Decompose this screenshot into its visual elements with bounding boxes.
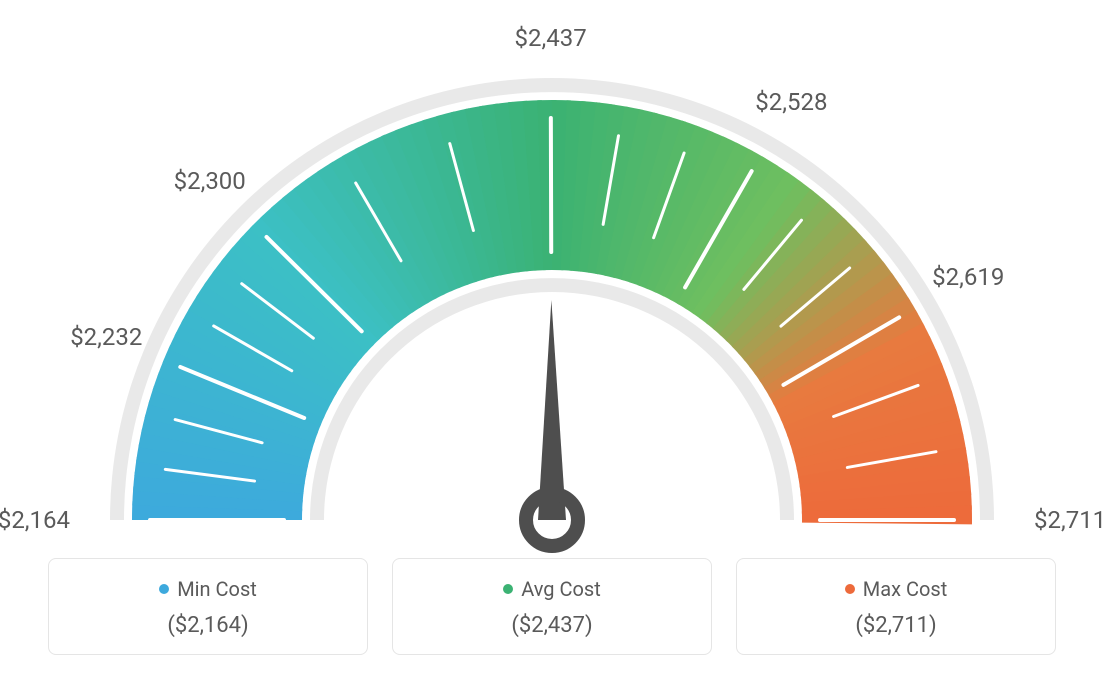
gauge-tick-label: $2,164 — [0, 506, 70, 534]
legend-card-max: Max Cost ($2,711) — [736, 558, 1056, 655]
legend-label-min: Min Cost — [177, 577, 257, 601]
legend-title-avg: Avg Cost — [503, 577, 601, 601]
gauge-chart: $2,164 $2,232 $2,300 $2,437 $2,528 $2,619 $2,7… — [0, 0, 1104, 550]
legend-value-avg: ($2,437) — [405, 613, 699, 638]
gauge-tick-label: $2,232 — [70, 323, 142, 351]
legend-value-max: ($2,711) — [749, 613, 1043, 638]
legend-row: Min Cost ($2,164) Avg Cost ($2,437) Max … — [48, 558, 1056, 655]
legend-label-avg: Avg Cost — [521, 577, 601, 601]
legend-label-max: Max Cost — [863, 577, 948, 601]
legend-value-min: ($2,164) — [61, 613, 355, 638]
legend-card-avg: Avg Cost ($2,437) — [392, 558, 712, 655]
legend-title-max: Max Cost — [845, 577, 948, 601]
gauge-tick-label: $2,528 — [755, 88, 827, 116]
gauge-tick-label: $2,300 — [174, 167, 246, 195]
gauge-tick-label: $2,711 — [1034, 506, 1104, 534]
legend-dot-min — [159, 584, 169, 594]
legend-dot-max — [845, 584, 855, 594]
gauge-tick-label: $2,437 — [515, 24, 587, 52]
legend-title-min: Min Cost — [159, 577, 257, 601]
gauge-svg — [72, 50, 1032, 590]
legend-dot-avg — [503, 584, 513, 594]
legend-card-min: Min Cost ($2,164) — [48, 558, 368, 655]
gauge-tick-label: $2,619 — [932, 263, 1004, 291]
